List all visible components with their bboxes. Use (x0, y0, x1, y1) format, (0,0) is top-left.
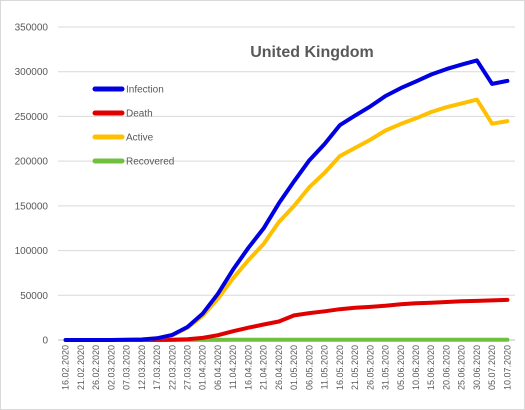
series-lines (63, 58, 510, 342)
series-line-infection (63, 58, 510, 342)
x-tick-label: 02.03.2020 (106, 345, 116, 390)
x-tick-label: 27.03.2020 (182, 345, 192, 390)
y-tick-label: 0 (42, 336, 48, 347)
chart-title: United Kingdom (250, 44, 374, 61)
x-tick-label: 12.03.2020 (137, 345, 147, 390)
x-tick-label: 26.02.2020 (91, 345, 101, 390)
x-tick-label: 15.06.2020 (426, 345, 436, 390)
x-tick-label: 22.03.2020 (167, 345, 177, 390)
legend-label: Death (126, 109, 153, 120)
x-tick-label: 16.02.2020 (61, 345, 71, 390)
legend-label: Recovered (126, 157, 174, 168)
x-tick-label: 10.07.2020 (502, 345, 512, 390)
x-tick-label: 21.04.2020 (259, 345, 269, 390)
x-tick-label: 16.04.2020 (243, 345, 253, 390)
y-tick-label: 250000 (15, 112, 49, 123)
x-tick-label: 07.03.2020 (122, 345, 132, 390)
y-axis: 0 50000 100000 150000 200000 250000 300000 3500… (15, 23, 49, 347)
x-tick-label: 01.05.2020 (289, 345, 299, 390)
x-tick-label: 11.04.2020 (228, 345, 238, 389)
x-tick-label: 11.05.2020 (320, 345, 330, 389)
y-tick-label: 100000 (15, 246, 49, 257)
x-tick-label: 05.07.2020 (487, 345, 497, 390)
x-tick-label: 17.03.2020 (152, 345, 162, 390)
x-tick-label: 20.06.2020 (441, 345, 451, 390)
y-tick-label: 200000 (15, 157, 49, 168)
x-tick-label: 01.04.2020 (198, 345, 208, 390)
x-tick-label: 26.05.2020 (365, 345, 375, 390)
x-tick-label: 06.04.2020 (213, 345, 223, 390)
x-tick-label: 06.05.2020 (304, 345, 314, 390)
x-tick-label: 10.06.2020 (411, 345, 421, 390)
x-tick-label: 05.06.2020 (396, 345, 406, 390)
legend-label: Active (126, 133, 154, 144)
x-tick-label: 26.04.2020 (274, 345, 284, 390)
x-tick-label: 21.05.2020 (350, 345, 360, 390)
y-tick-label: 300000 (15, 67, 49, 78)
x-axis: 16.02.2020 21.02.2020 26.02.2020 02.03.2020… (61, 345, 513, 390)
y-tick-label: 350000 (15, 23, 49, 34)
x-tick-label: 21.02.2020 (76, 345, 86, 390)
legend: Infection Death Active Recovered (92, 85, 174, 168)
legend-label: Infection (126, 85, 164, 96)
x-tick-label: 31.05.2020 (381, 345, 391, 390)
x-tick-label: 30.06.2020 (472, 345, 482, 390)
x-tick-label: 16.05.2020 (335, 345, 345, 390)
x-tick-label: 25.06.2020 (457, 345, 467, 390)
y-tick-label: 150000 (15, 201, 49, 212)
y-tick-label: 50000 (20, 291, 48, 302)
